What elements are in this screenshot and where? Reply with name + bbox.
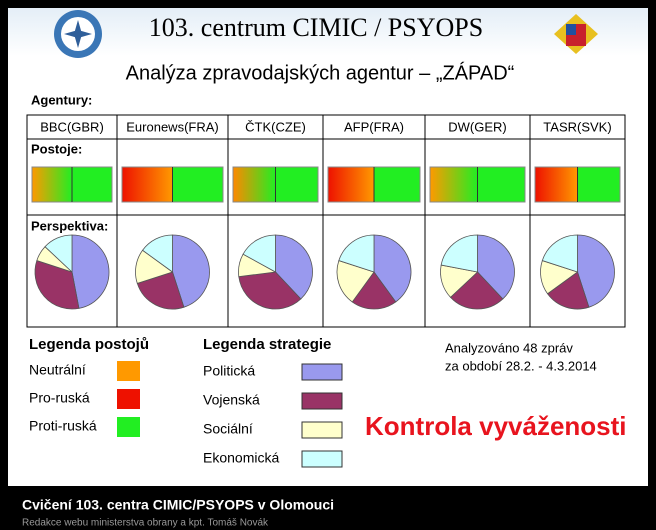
pie-slice: [449, 271, 504, 310]
pie-slice: [44, 234, 73, 273]
pie-slice: [136, 271, 185, 310]
row-label: Agentury:: [31, 92, 92, 107]
agency-name: AFP(FRA): [344, 119, 404, 134]
note-line: Analyzováno 48 zpráv: [445, 340, 573, 355]
pie-slice: [351, 271, 397, 310]
pie-slice: [71, 234, 110, 309]
agency-name: Euronews(FRA): [126, 119, 218, 134]
row-label: Perspektiva:: [31, 218, 108, 233]
header-band: [8, 8, 648, 56]
legend-label: Politická: [203, 363, 255, 379]
legend-swatch: [301, 450, 343, 468]
caption-title: Cvičení 103. centra CIMIC/PSYOPS v Olomo…: [22, 497, 334, 513]
slide-subtitle: Analýza zpravodajských agentur – „ZÁPAD“: [126, 61, 515, 84]
legend-label: Pro-ruská: [29, 390, 90, 406]
agency-name: TASR(SVK): [543, 119, 611, 134]
pie-slice: [336, 260, 375, 303]
legend-swatch: [301, 421, 343, 439]
legend-swatch: [301, 363, 343, 381]
note-line: za období 28.2. - 4.3.2014: [445, 358, 597, 373]
agency-name: ČTK(CZE): [245, 119, 306, 134]
row-label: Postoje:: [31, 141, 82, 156]
pie-slice: [34, 260, 80, 310]
legend-title: Legenda postojů: [29, 336, 149, 353]
pie-slice: [142, 234, 173, 273]
pie-slice: [172, 234, 210, 308]
left-logo: [54, 10, 102, 58]
legend-label: Sociální: [203, 421, 253, 437]
pie-slice: [373, 234, 412, 303]
pie-slice: [577, 234, 615, 308]
pie-slice: [338, 234, 375, 273]
legend-swatch: [117, 389, 140, 409]
agency-name: DW(GER): [448, 119, 507, 134]
slide-title: 103. centrum CIMIC / PSYOPS: [149, 13, 483, 42]
legend-label: Vojenská: [203, 392, 260, 408]
pie-slice: [238, 271, 302, 310]
caption-credit: Redakce webu ministerstva obrany a kpt. …: [22, 518, 269, 529]
legend-label: Neutrální: [29, 362, 86, 378]
legend-swatch: [117, 417, 140, 437]
pie-slice: [242, 234, 276, 273]
pie-slice: [275, 234, 313, 300]
pie-slice: [440, 234, 478, 273]
legend-title: Legenda strategie: [203, 336, 331, 353]
right-logo: [554, 14, 598, 54]
legend-swatch: [301, 392, 343, 410]
legend-swatch: [117, 361, 140, 381]
agency-name: BBC(GBR): [40, 119, 104, 134]
pie-slice: [477, 234, 515, 300]
pie-slice: [541, 234, 578, 273]
table-grid: [26, 114, 626, 328]
legend-label: Ekonomická: [203, 450, 279, 466]
legend-label: Proti-ruská: [29, 418, 97, 434]
pie-slice: [547, 271, 590, 310]
highlight-text: Kontrola vyváženosti: [365, 411, 627, 441]
